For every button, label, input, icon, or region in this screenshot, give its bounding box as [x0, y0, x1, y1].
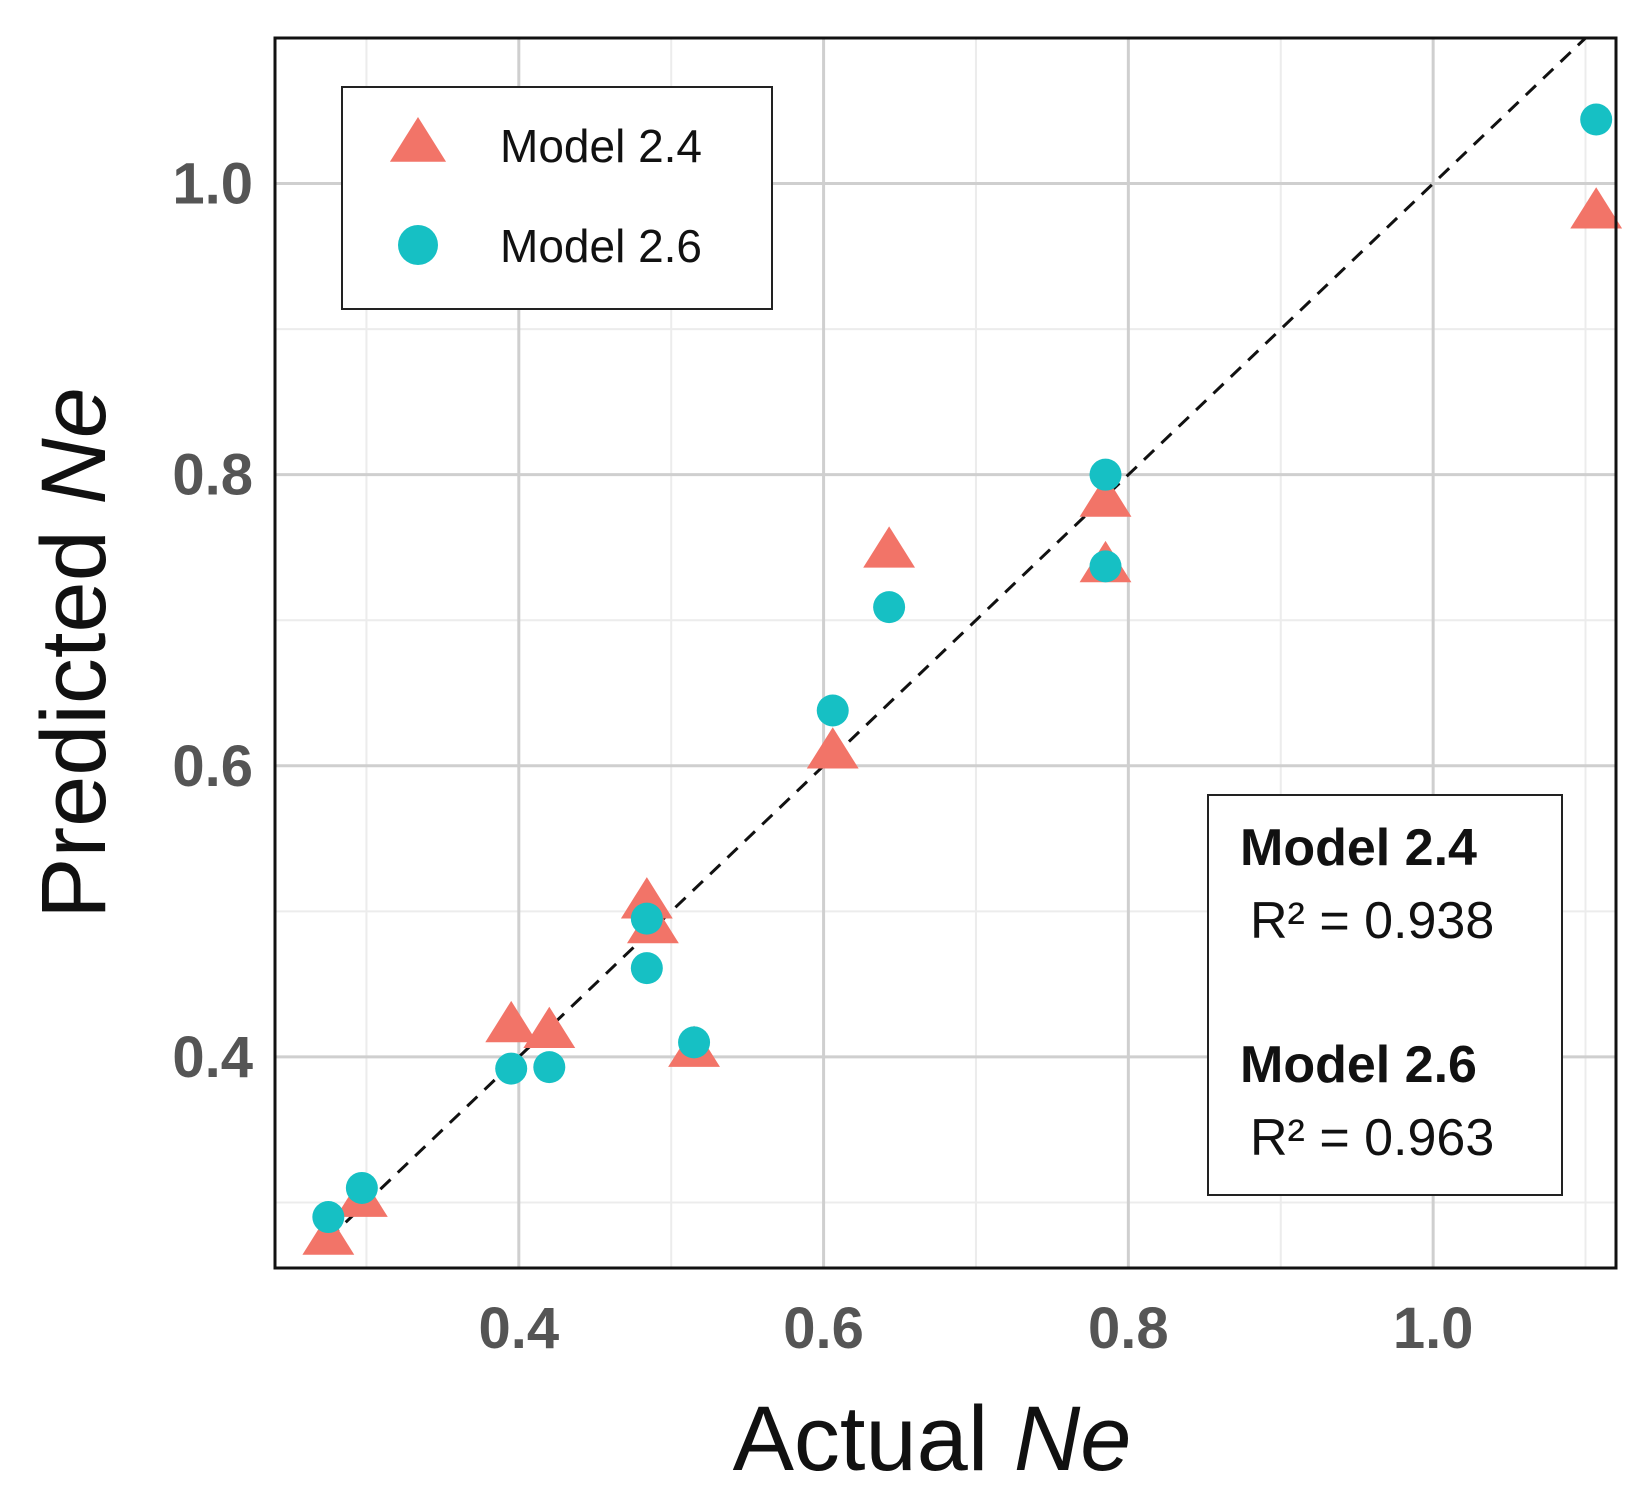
- point-model-2-6: [1580, 103, 1613, 136]
- legend-marker-model-2-6: [398, 225, 438, 265]
- point-model-2-6: [312, 1201, 345, 1234]
- point-model-2-6: [630, 952, 663, 985]
- point-model-2-6: [1089, 550, 1122, 583]
- point-model-2-6: [345, 1171, 378, 1204]
- stats-model-2-6-title: Model 2.6: [1240, 1036, 1477, 1094]
- stats-box-frame: [1207, 794, 1563, 1196]
- x-tick-label: 0.8: [1088, 1296, 1169, 1361]
- data-points: [302, 103, 1623, 1255]
- point-model-2-6: [630, 902, 663, 935]
- point-model-2-4: [806, 727, 859, 769]
- point-model-2-6: [533, 1051, 566, 1084]
- stats-model-2-4-title: Model 2.4: [1240, 819, 1477, 877]
- x-axis-title-variable: Ne: [1014, 1388, 1132, 1490]
- legend-label-model-2-6: Model 2.6: [500, 220, 702, 272]
- x-tick-label: 0.4: [478, 1296, 559, 1361]
- y-tick-label: 0.8: [172, 443, 253, 508]
- plot-border: [273, 36, 1618, 1270]
- point-model-2-4: [485, 1000, 538, 1043]
- point-model-2-4: [302, 1213, 355, 1255]
- y-tick-label: 0.4: [172, 1025, 253, 1090]
- point-model-2-6: [816, 694, 849, 727]
- y-tick-label: 1.0: [172, 152, 253, 217]
- legend: Model 2.4 Model 2.6: [341, 86, 773, 310]
- point-model-2-4: [620, 877, 673, 919]
- legend-label-model-2-4: Model 2.4: [500, 120, 702, 172]
- y-tick-label: 0.6: [172, 734, 253, 799]
- point-model-2-6: [1089, 458, 1122, 491]
- point-model-2-4: [1079, 475, 1132, 517]
- x-axis-title-text: Actual: [733, 1388, 1014, 1490]
- y-axis-title: Predicted Ne: [23, 387, 125, 919]
- point-model-2-4: [1570, 187, 1623, 229]
- x-axis-title: Actual Ne: [733, 1388, 1132, 1490]
- legend-marker-model-2-4: [389, 117, 447, 162]
- stats-box: Model 2.4 R² = 0.938 Model 2.6 R² = 0.96…: [1207, 794, 1563, 1196]
- point-model-2-6: [495, 1052, 528, 1085]
- x-tick-label: 0.6: [783, 1296, 864, 1361]
- tick-labels: 0.4 0.6 0.8 1.0 0.4 0.6 0.8 1.0: [172, 152, 1473, 1361]
- point-model-2-6: [873, 591, 906, 624]
- y-axis-title-text: Predicted: [23, 505, 125, 919]
- point-model-2-4: [523, 1006, 576, 1049]
- y-axis-title-variable: Ne: [23, 387, 125, 505]
- stats-model-2-4-r2: R² = 0.938: [1250, 892, 1494, 950]
- point-model-2-4: [863, 526, 916, 568]
- point-model-2-6: [678, 1026, 711, 1059]
- stats-model-2-6-r2: R² = 0.963: [1250, 1109, 1494, 1167]
- x-tick-label: 1.0: [1393, 1296, 1474, 1361]
